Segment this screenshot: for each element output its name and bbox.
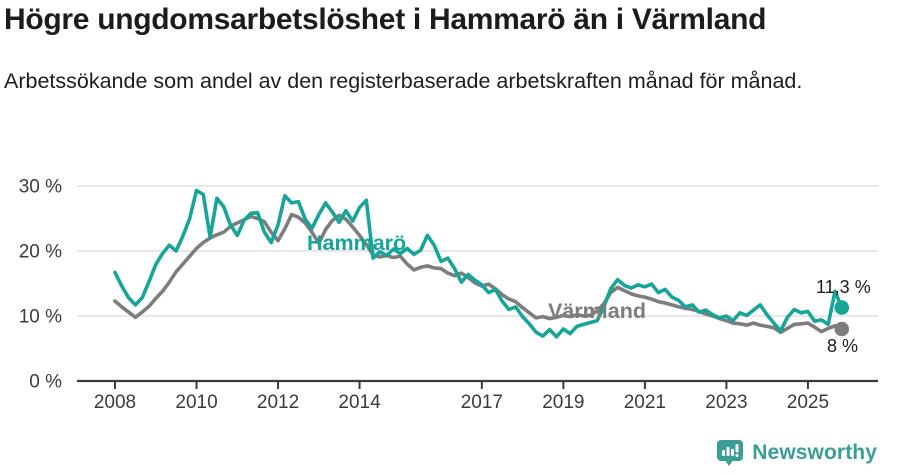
x-tick-label: 2021 xyxy=(624,392,666,413)
x-tick-label: 2025 xyxy=(787,392,829,413)
y-tick-label: 20 % xyxy=(19,242,62,263)
x-tick-label: 2010 xyxy=(175,392,217,413)
x-tick-label: 2023 xyxy=(705,392,747,413)
series-label-hammar: Hammarö xyxy=(307,231,406,255)
series-line-vrmland xyxy=(113,212,844,335)
end-value-annotation-hammar: 11,3 % xyxy=(816,277,871,297)
x-tick-label: 2012 xyxy=(257,392,299,413)
series-label-vrmland: Värmland xyxy=(548,299,646,323)
y-tick-label: 30 % xyxy=(19,177,62,198)
brand-wordmark: Newsworthy xyxy=(752,441,877,464)
series-end-dot-hammar xyxy=(834,300,850,315)
y-tick-label: 0 % xyxy=(29,372,62,393)
end-value-annotation-vrmland: 8 % xyxy=(827,336,858,356)
logo-barchart-glyph xyxy=(722,444,739,457)
y-tick-label: 10 % xyxy=(19,307,62,328)
x-tick-label: 2017 xyxy=(461,392,503,413)
series-end-dot-vrmland xyxy=(834,321,850,337)
x-tick-label: 2014 xyxy=(338,392,381,413)
newsworthy-logo-icon xyxy=(717,440,744,466)
newsworthy-logo[interactable]: Newsworthy xyxy=(716,439,877,467)
x-tick-label: 2008 xyxy=(94,392,136,413)
x-tick-label: 2019 xyxy=(542,392,584,413)
chart-subtitle: Arbetssökande som andel av den registerb… xyxy=(4,69,803,93)
chart-title: Högre ungdomsarbetslöshet i Hammarö än i… xyxy=(4,3,767,36)
series-line-hammar xyxy=(113,188,844,339)
